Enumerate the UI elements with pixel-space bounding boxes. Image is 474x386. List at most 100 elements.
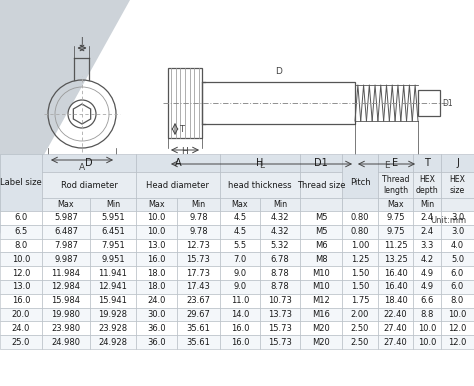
Bar [413,322,441,335]
Text: 15.73: 15.73 [268,338,292,347]
Bar [260,280,300,294]
Text: Thread size: Thread size [297,181,345,190]
Text: 10.0: 10.0 [147,227,166,236]
Text: Max: Max [148,200,165,209]
Bar [220,172,300,198]
Bar [260,322,300,335]
Text: 6.0: 6.0 [14,213,27,222]
Bar [441,266,474,280]
Text: M8: M8 [315,255,328,264]
Bar [42,172,136,198]
Bar [413,225,441,239]
Text: 2.4: 2.4 [420,213,434,222]
Bar [260,225,300,239]
Text: 16.0: 16.0 [231,338,249,347]
Text: 35.61: 35.61 [187,324,210,333]
Bar [42,225,90,239]
Text: 3.0: 3.0 [451,213,464,222]
Bar [220,335,260,349]
Bar [90,211,136,225]
Text: 13.0: 13.0 [147,241,166,250]
Bar [378,322,413,335]
Bar [441,252,474,266]
Text: Pitch: Pitch [350,178,370,187]
Bar [220,252,260,266]
Text: 9.0: 9.0 [233,283,246,291]
Text: 7.987: 7.987 [54,241,78,250]
Bar [413,239,441,252]
Text: 1.50: 1.50 [351,283,369,291]
Text: 11.984: 11.984 [52,269,81,278]
Text: 12.0: 12.0 [448,324,467,333]
Bar [441,154,474,172]
Text: 8.8: 8.8 [420,310,434,319]
Bar [378,172,413,198]
Text: E: E [392,158,399,168]
Text: 2.4: 2.4 [420,227,434,236]
Text: 8.78: 8.78 [271,269,289,278]
Text: 1.75: 1.75 [351,296,369,305]
Bar [441,172,474,198]
Text: M10: M10 [312,269,330,278]
Text: 11.25: 11.25 [383,241,407,250]
Bar [177,252,220,266]
Text: Max: Max [232,200,248,209]
Bar [378,308,413,322]
Bar [0,322,42,335]
Bar [378,266,413,280]
Bar [177,266,220,280]
Text: 36.0: 36.0 [147,338,166,347]
Text: 15.941: 15.941 [99,296,128,305]
Bar [342,280,378,294]
Text: 0.80: 0.80 [351,213,369,222]
Bar [42,154,136,172]
Text: Head diameter: Head diameter [146,181,210,190]
Bar [300,225,342,239]
Text: E: E [383,161,389,170]
Text: 4.5: 4.5 [233,227,246,236]
Bar [90,294,136,308]
Text: 10.73: 10.73 [268,296,292,305]
Bar [220,308,260,322]
Bar [42,198,90,211]
Text: 14.0: 14.0 [231,310,249,319]
Text: 3.0: 3.0 [451,227,464,236]
Bar [378,225,413,239]
Text: 24.980: 24.980 [52,338,81,347]
Bar [90,239,136,252]
Text: 10.0: 10.0 [147,213,166,222]
Bar [342,294,378,308]
Text: A: A [79,163,85,171]
Bar [342,266,378,280]
Text: 15.73: 15.73 [187,255,210,264]
Text: 24.928: 24.928 [99,338,128,347]
Bar [177,211,220,225]
Text: 9.987: 9.987 [54,255,78,264]
Bar [177,239,220,252]
Bar [260,198,300,211]
Text: 18.40: 18.40 [383,296,407,305]
Bar [342,239,378,252]
Bar [342,322,378,335]
Text: 17.43: 17.43 [187,283,210,291]
Bar [90,198,136,211]
Text: 1.50: 1.50 [351,269,369,278]
Bar [441,225,474,239]
Text: J: J [456,158,459,168]
Bar [42,322,90,335]
Text: 8.0: 8.0 [451,296,464,305]
Text: 2.00: 2.00 [351,310,369,319]
Text: 23.67: 23.67 [186,296,210,305]
Text: D1: D1 [442,98,453,107]
Text: 9.78: 9.78 [189,227,208,236]
Bar [0,252,42,266]
Bar [342,308,378,322]
Bar [0,335,42,349]
Text: 4.0: 4.0 [451,241,464,250]
Text: M10: M10 [312,283,330,291]
Text: 1.00: 1.00 [351,241,369,250]
Text: Label size: Label size [0,178,42,187]
Bar [136,335,177,349]
Text: 9.75: 9.75 [386,227,405,236]
Text: 4.5: 4.5 [233,213,246,222]
